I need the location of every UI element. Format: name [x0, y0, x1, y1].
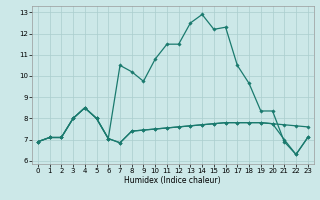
X-axis label: Humidex (Indice chaleur): Humidex (Indice chaleur)	[124, 176, 221, 185]
